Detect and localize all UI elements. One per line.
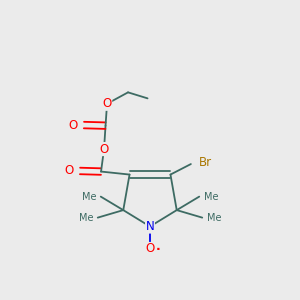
Text: Me: Me [82,192,96,202]
Text: Br: Br [199,156,212,169]
Text: O: O [146,242,154,256]
Text: O: O [69,118,78,132]
Text: Me: Me [79,213,93,223]
Text: ·: · [155,243,160,256]
Text: Me: Me [204,192,218,202]
Text: Me: Me [207,213,221,223]
Text: N: N [146,220,154,233]
Text: O: O [99,142,109,156]
Text: O: O [102,97,112,110]
Text: O: O [65,164,74,178]
